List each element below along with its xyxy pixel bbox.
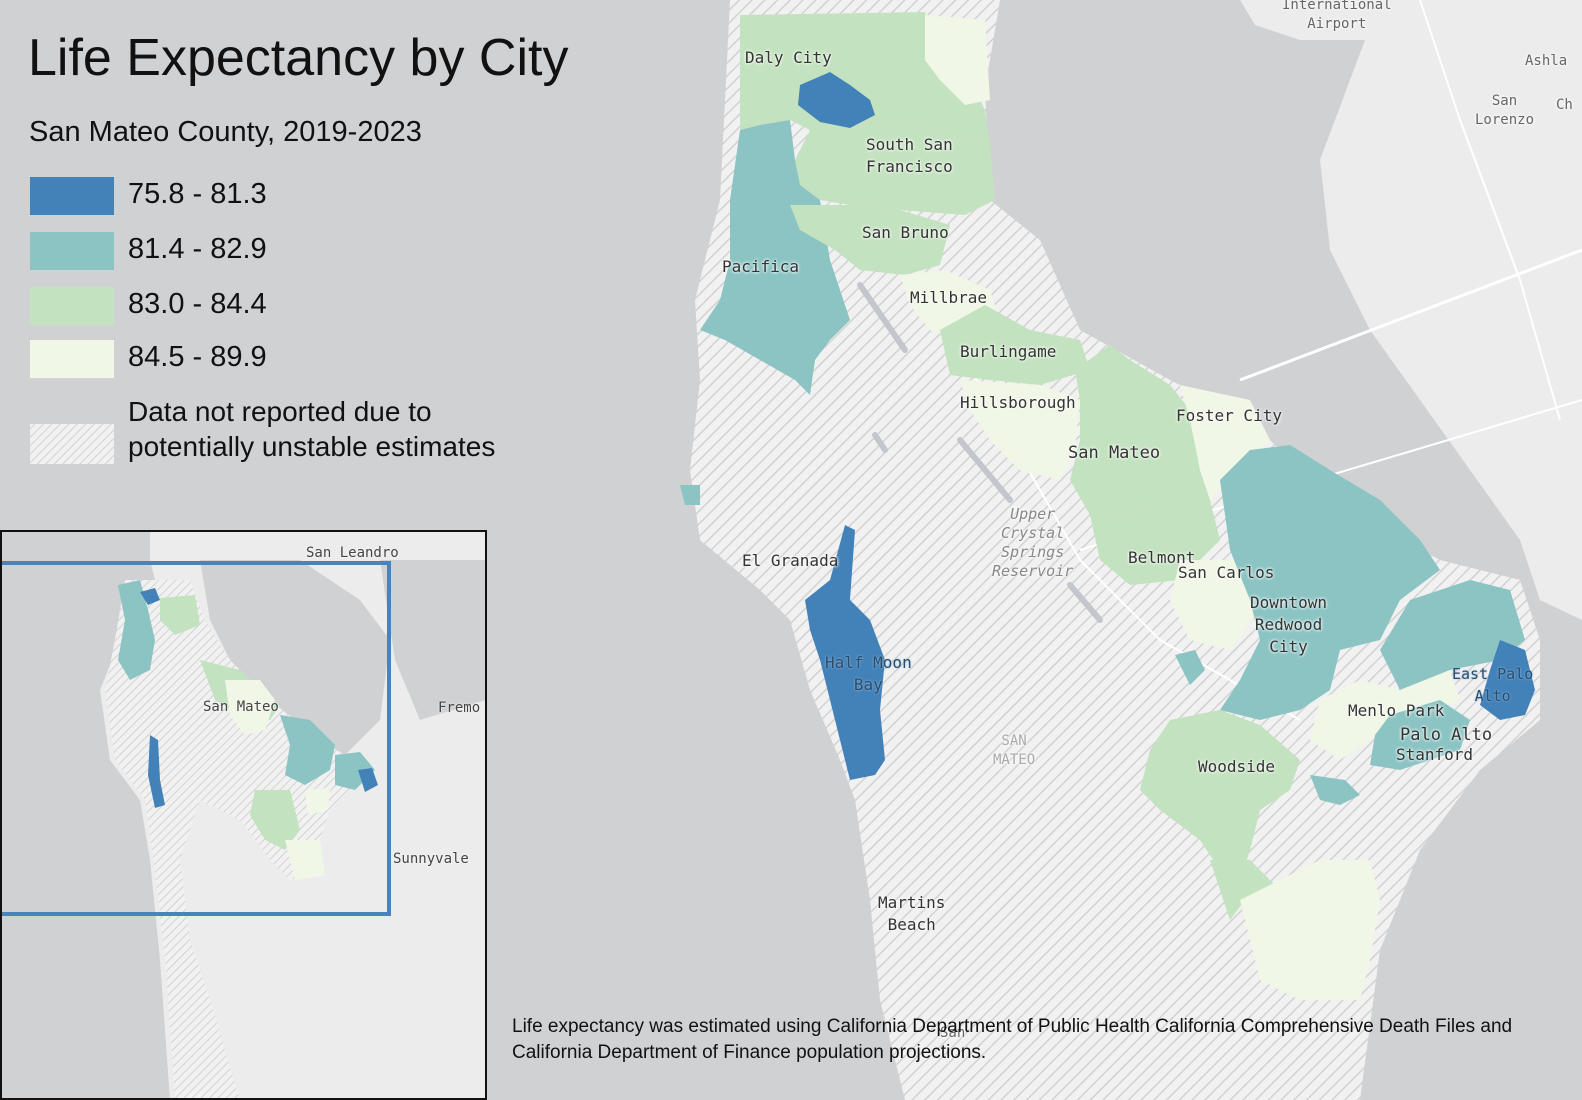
label-san-bruno: San Bruno [862, 223, 949, 242]
south-san-francisco-area [795, 120, 995, 215]
label-san-lorenzo: San Lorenzo [1475, 93, 1535, 128]
half-moon-bay-area [805, 525, 885, 780]
map-subtitle: San Mateo County, 2019-2023 [29, 116, 422, 148]
map-title: Life Expectancy by City [28, 29, 569, 87]
san-mateo-area [1070, 345, 1210, 520]
label-palo-alto: Palo Alto [1400, 725, 1493, 745]
legend-swatch-4 [30, 340, 114, 378]
legend-label-1: 75.8 - 81.3 [128, 178, 267, 210]
woodside-area [1140, 710, 1300, 880]
legend-label-no-data: Data not reported due to potentially uns… [128, 396, 496, 462]
legend-label-3: 83.0 - 84.4 [128, 288, 267, 320]
legend-label-2: 81.4 - 82.9 [128, 233, 267, 265]
label-east-palo-alto: East Palo Alto [1452, 665, 1534, 705]
inset-county [105, 580, 370, 1100]
redwood-city-area [1220, 445, 1440, 720]
label-martins-beach: Martins Beach [878, 893, 946, 934]
label-international-airport: International Airport [1282, 0, 1392, 32]
inset-frame [0, 530, 487, 1100]
menlo-park-area [1310, 670, 1460, 760]
portola-valley-area [1240, 860, 1380, 1000]
label-half-moon-bay: Half Moon Bay [825, 653, 912, 694]
label-foster-city: Foster City [1176, 406, 1282, 425]
label-downtown-redwood-city: Downtown Redwood City [1250, 593, 1328, 656]
label-san-mateo-county: SAN MATEO [993, 733, 1036, 768]
label-stanford: Stanford [1396, 745, 1474, 764]
label-pacifica: Pacifica [722, 257, 800, 276]
inset-label-fremont: Fremo [438, 700, 481, 716]
label-menlo-park: Menlo Park [1348, 701, 1445, 720]
label-millbrae: Millbrae [910, 288, 988, 307]
colma-area [925, 15, 990, 105]
atherton-area [1310, 775, 1360, 805]
legend-swatch-no-data [30, 424, 114, 464]
east-palo-alto-area [1480, 640, 1535, 720]
label-burlingame: Burlingame [960, 342, 1057, 361]
foster-city-area [1180, 385, 1270, 500]
legend-label-4: 84.5 - 89.9 [128, 341, 267, 373]
burlingame-area [940, 305, 1090, 385]
footnote: Life expectancy was estimated using Cali… [512, 1016, 1513, 1063]
label-upper-crystal-springs: Upper Crystal Springs Reservoir [992, 505, 1074, 580]
hillsborough-area [960, 380, 1080, 480]
label-woodside: Woodside [1198, 757, 1276, 776]
inset-extent-box [0, 561, 391, 916]
inset-bay [200, 560, 390, 760]
palo-alto-area [1370, 700, 1470, 770]
label-south-san-francisco: South San Francisco [866, 135, 953, 176]
inset-label-san-mateo: San Mateo [203, 699, 279, 715]
label-san: San [940, 1025, 966, 1041]
inset-map [0, 530, 487, 1100]
east-bay-land [1320, 0, 1582, 620]
label-san-mateo: San Mateo [1068, 443, 1161, 463]
redwood-west-patch [1175, 650, 1205, 685]
san-bruno-area [790, 205, 950, 275]
label-belmont: Belmont [1128, 548, 1196, 567]
legend-swatch-1 [30, 177, 114, 215]
label-daly-city: Daly City [745, 48, 832, 67]
reservoir [857, 282, 1103, 623]
daly-city-core [798, 72, 875, 128]
pacifica-area [700, 120, 850, 395]
label-ashland: Ashla [1525, 53, 1568, 69]
label-hillsborough: Hillsborough [960, 393, 1076, 412]
inset-label-sunnyvale: Sunnyvale [393, 851, 469, 867]
legend-swatch-2 [30, 232, 114, 270]
inset-label-san-leandro: San Leandro [306, 545, 399, 561]
moss-beach-patch [680, 485, 700, 505]
label-san-carlos: San Carlos [1178, 563, 1275, 582]
redwood-city-east [1380, 580, 1525, 690]
inset-water [0, 531, 170, 1100]
san-carlos-area [1170, 560, 1260, 650]
label-ch: Ch [1556, 97, 1573, 113]
legend-swatch-3 [30, 287, 114, 325]
airport-land [1240, 0, 1390, 40]
city-polygons [680, 12, 1535, 1000]
inset-bay-2 [380, 560, 486, 720]
label-el-granada: El Granada [742, 551, 839, 570]
